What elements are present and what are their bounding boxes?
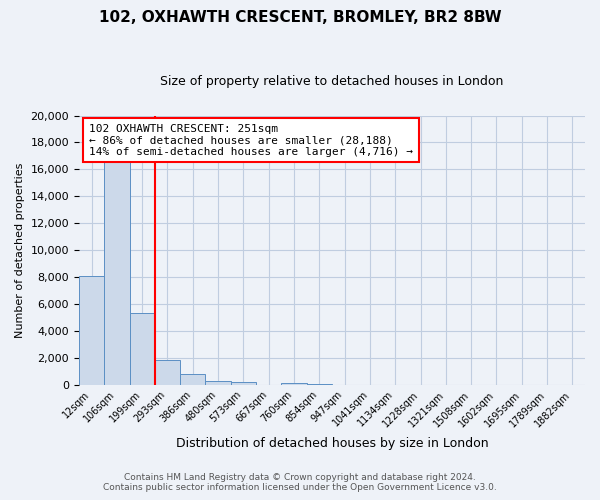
Text: 102 OXHAWTH CRESCENT: 251sqm
← 86% of detached houses are smaller (28,188)
14% o: 102 OXHAWTH CRESCENT: 251sqm ← 86% of de… bbox=[89, 124, 413, 157]
Bar bbox=[130, 314, 155, 384]
Bar bbox=[205, 380, 231, 384]
Text: 102, OXHAWTH CRESCENT, BROMLEY, BR2 8BW: 102, OXHAWTH CRESCENT, BROMLEY, BR2 8BW bbox=[98, 10, 502, 25]
Bar bbox=[155, 360, 180, 384]
Y-axis label: Number of detached properties: Number of detached properties bbox=[15, 162, 25, 338]
X-axis label: Distribution of detached houses by size in London: Distribution of detached houses by size … bbox=[176, 437, 488, 450]
Bar bbox=[231, 382, 256, 384]
Bar bbox=[281, 383, 307, 384]
Bar bbox=[180, 374, 205, 384]
Bar bbox=[104, 162, 130, 384]
Text: Contains HM Land Registry data © Crown copyright and database right 2024.
Contai: Contains HM Land Registry data © Crown c… bbox=[103, 473, 497, 492]
Title: Size of property relative to detached houses in London: Size of property relative to detached ho… bbox=[160, 75, 503, 88]
Bar bbox=[79, 276, 104, 384]
